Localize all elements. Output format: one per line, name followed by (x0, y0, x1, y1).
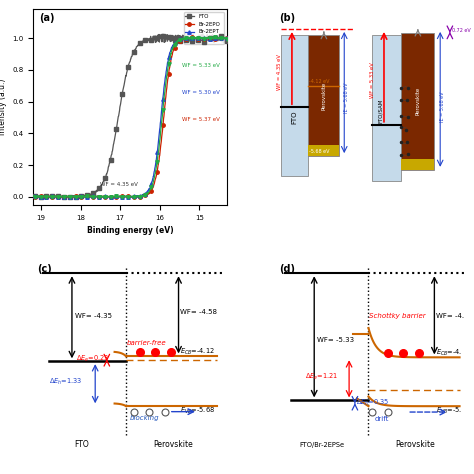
Text: WF = 5.33 eV: WF = 5.33 eV (370, 62, 375, 98)
Text: $\Delta E_h$=1.33: $\Delta E_h$=1.33 (49, 377, 82, 387)
Text: $E_{CB}$=-4.12: $E_{CB}$=-4.12 (181, 347, 215, 357)
Bar (401, 159, 434, 170)
Text: (d): (d) (279, 264, 295, 273)
Text: Perovskite: Perovskite (153, 440, 192, 449)
Text: WF = 4.35 eV: WF = 4.35 eV (277, 54, 282, 90)
Text: Schottky barrier: Schottky barrier (369, 313, 426, 319)
Text: 0.72 eV: 0.72 eV (452, 28, 471, 33)
Bar (309, 146, 339, 156)
Text: barrier-free: barrier-free (127, 340, 167, 346)
Text: $\Delta E_e$=0.23: $\Delta E_e$=0.23 (76, 354, 109, 364)
Text: $E_{VB}$=-5.: $E_{VB}$=-5. (436, 406, 463, 416)
Text: $E_{CB}$=-4.: $E_{CB}$=-4. (436, 348, 463, 358)
Legend: FTO, Br-2EPO, Br-2EPT, Br-2EPSe: FTO, Br-2EPO, Br-2EPT, Br-2EPSe (183, 12, 224, 44)
Y-axis label: Intensity (a.u.): Intensity (a.u.) (0, 79, 7, 136)
Text: WF = 5.30 eV: WF = 5.30 eV (182, 90, 219, 95)
Text: -5.68 eV: -5.68 eV (310, 149, 330, 154)
Text: $E_{VB}$=-5.68: $E_{VB}$=-5.68 (181, 406, 216, 416)
Text: $\Delta E_h$=0.35: $\Delta E_h$=0.35 (356, 398, 390, 409)
Text: WF = 5.37 eV: WF = 5.37 eV (182, 117, 219, 122)
Text: FTO/SAM: FTO/SAM (378, 99, 383, 123)
Bar (309, 35, 339, 156)
Text: WF= -4.58: WF= -4.58 (181, 310, 218, 315)
Text: $\Delta E_e$=1.21: $\Delta E_e$=1.21 (304, 372, 337, 382)
Bar (373, 35, 401, 182)
Text: (a): (a) (39, 13, 55, 23)
Text: IE = 5.68 eV: IE = 5.68 eV (440, 92, 445, 122)
Text: (c): (c) (37, 264, 52, 273)
Text: Perovskite: Perovskite (395, 440, 435, 449)
Text: WF = 4.35 eV: WF = 4.35 eV (100, 182, 138, 187)
Bar (401, 33, 434, 170)
Text: WF= -4.35: WF= -4.35 (75, 313, 112, 319)
Bar (281, 35, 309, 175)
Text: FTO/Br-2EPSe: FTO/Br-2EPSe (300, 442, 345, 448)
Text: (b): (b) (279, 13, 295, 23)
Text: WF= -4.: WF= -4. (436, 313, 465, 319)
Text: FTO: FTO (292, 110, 298, 124)
X-axis label: Binding energy (eV): Binding energy (eV) (87, 226, 173, 235)
Text: WF = 5.33 eV: WF = 5.33 eV (182, 63, 219, 68)
Text: drift: drift (374, 416, 389, 422)
Text: Perovskite: Perovskite (321, 82, 327, 109)
Text: IE = 5.68 eV: IE = 5.68 eV (344, 82, 349, 113)
Text: blocking: blocking (130, 415, 160, 421)
Text: -4.12 eV: -4.12 eV (310, 79, 330, 84)
Text: WF= -5.33: WF= -5.33 (317, 337, 354, 343)
Text: FTO: FTO (74, 440, 89, 449)
Text: Perovskite: Perovskite (415, 87, 420, 116)
